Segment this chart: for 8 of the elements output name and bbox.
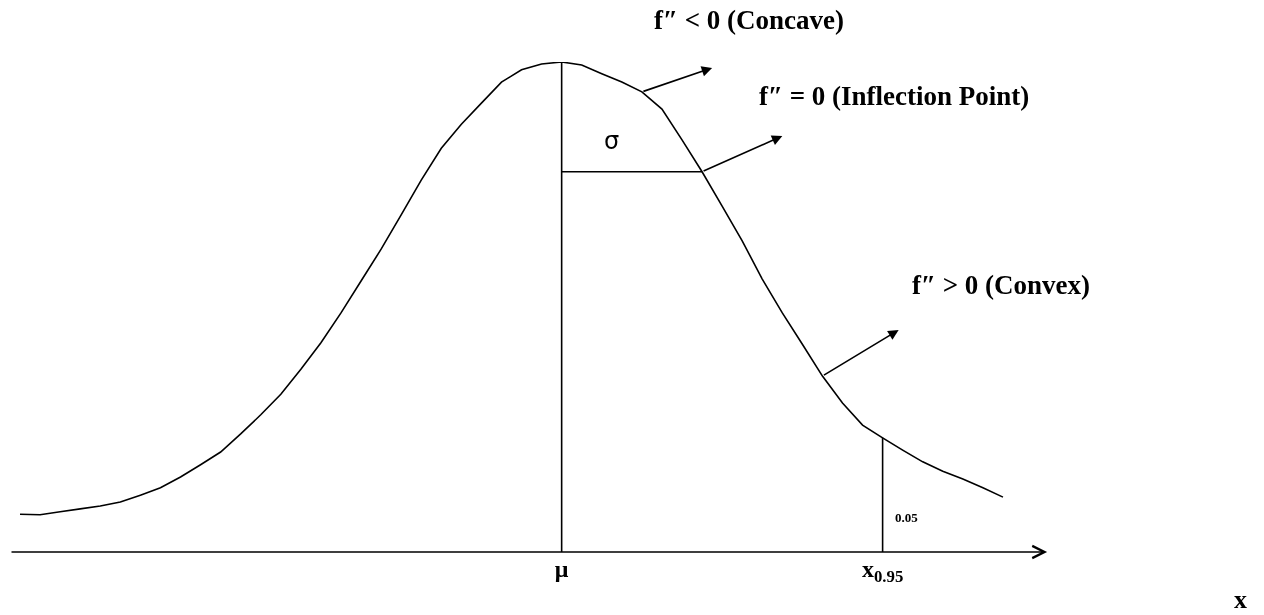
annotation: f″ = 0 (Inflection Point) [759, 81, 1030, 111]
annotation: σ [604, 127, 620, 155]
text: x [1234, 585, 1247, 614]
annotation: f″ > 0 (Convex) [912, 270, 1091, 300]
x-tick-label: μ [554, 556, 569, 582]
annotation: 0.05 [895, 510, 919, 525]
text: f″ < 0 (Concave) [654, 5, 845, 35]
x-tick-label: x$_{0.95}$ [861, 556, 904, 587]
